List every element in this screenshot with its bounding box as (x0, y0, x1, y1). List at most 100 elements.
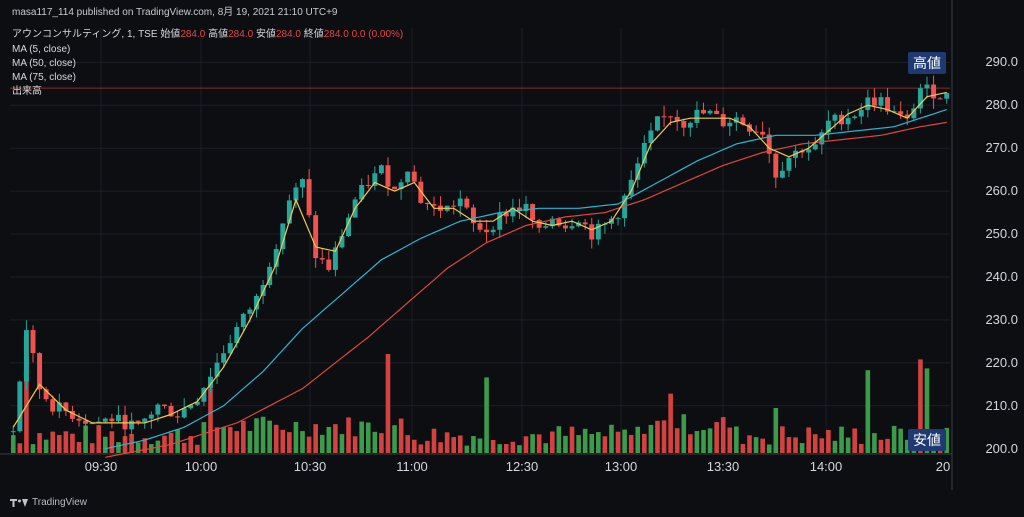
candle-body (510, 207, 516, 217)
legend-ma50[interactable]: MA (50, close) (12, 58, 76, 69)
volume-bar (878, 439, 884, 453)
volume-bar (96, 425, 102, 453)
candle-body (832, 114, 838, 121)
candle-body (418, 181, 424, 203)
ma5-line (12, 91, 947, 428)
volume-bar (30, 444, 36, 453)
candle-body (516, 207, 522, 211)
volume-bar (812, 434, 818, 453)
volume-bar (346, 417, 351, 453)
candle-body (562, 225, 568, 229)
legend-volume[interactable]: 出来高 (12, 86, 42, 97)
legend-ma75[interactable]: MA (75, close) (12, 72, 76, 83)
candle-body (83, 420, 89, 424)
price-tick-label: 260.0 (985, 183, 1018, 199)
candle-body (569, 226, 575, 229)
tradingview-logo-icon (10, 498, 28, 507)
candle-body (924, 84, 930, 89)
volume-bar (365, 422, 371, 453)
candle-body (43, 389, 49, 400)
candle-body (227, 343, 233, 354)
volume-bar (306, 436, 312, 453)
volume-bar (648, 424, 654, 453)
volume-bar (280, 429, 286, 453)
price-tick-label: 280.0 (985, 97, 1018, 113)
volume-bar (734, 426, 739, 453)
volume-bar (484, 377, 489, 453)
time-tick-label: 11:00 (396, 459, 428, 474)
candle-body (326, 259, 332, 270)
volume-bar (694, 431, 700, 453)
volume-bar (464, 445, 470, 453)
candle-body (181, 408, 187, 418)
volume-bar (444, 432, 450, 453)
legend-ohlc: アウンコンサルティング, 1, TSE 始値284.0 高値284.0 安値28… (12, 29, 403, 41)
candle-body (937, 98, 943, 100)
candle-body (122, 414, 128, 430)
candle-body (589, 224, 595, 240)
volume-bar (806, 427, 811, 453)
volume-bar (398, 418, 404, 453)
candle-body (273, 249, 279, 267)
candle-body (372, 173, 378, 186)
candle-body (615, 218, 621, 220)
volume-bar (832, 440, 838, 453)
volume-bar (471, 436, 476, 453)
candle-body (655, 116, 660, 131)
candle-body (530, 203, 536, 220)
volume-bar (543, 443, 549, 453)
candle-body (845, 118, 851, 125)
low-tag: 安値 (908, 429, 946, 451)
candle-body (786, 157, 792, 171)
candle-body (424, 202, 430, 205)
candle-body (155, 404, 161, 415)
footer-brand[interactable]: TradingView (10, 497, 87, 508)
legend-ma5[interactable]: MA (5, close) (12, 44, 71, 55)
volume-bar (924, 368, 930, 453)
volume-bar (63, 431, 69, 453)
candle-body (648, 130, 654, 143)
volume-bar (523, 436, 529, 453)
volume-bar (596, 432, 601, 453)
volume-bar (720, 417, 726, 453)
candle-body (727, 122, 733, 127)
volume-bar (858, 443, 864, 453)
volume-bar (10, 435, 16, 453)
candle-body (109, 418, 115, 422)
volume-bar (609, 424, 614, 453)
price-tick-label: 290.0 (985, 54, 1018, 70)
time-tick-label: 14:00 (809, 459, 843, 474)
ohlc-open-label: 始値 (160, 29, 181, 40)
candle-body (944, 92, 950, 99)
volume-bar (109, 431, 115, 453)
candle-body (668, 116, 674, 118)
volume-bar (944, 427, 950, 453)
volume-bar (845, 437, 851, 453)
candle-body (319, 258, 325, 260)
candle-body (23, 330, 29, 382)
volume-bar (457, 435, 463, 453)
candle-body (293, 187, 299, 201)
volume-bar (89, 443, 95, 453)
candle-body (385, 165, 391, 187)
candle-body (484, 229, 490, 233)
volume-bar (339, 434, 345, 453)
candle-body (595, 223, 601, 240)
ma50-line (105, 109, 947, 450)
candle-body (556, 218, 562, 226)
volume-bar (773, 408, 779, 453)
candle-body (254, 295, 259, 310)
volume-bar (681, 414, 687, 453)
volume-bar (418, 444, 424, 453)
volume-bar (83, 425, 88, 453)
volume-bar (786, 437, 792, 453)
candle-body (214, 362, 220, 377)
volume-bar (221, 427, 226, 453)
price-tick-label: 220.0 (985, 354, 1018, 370)
candle-body (701, 109, 706, 114)
candle-body (819, 132, 825, 145)
ohlc-high-label: 高値 (208, 29, 229, 40)
candle-body (661, 116, 667, 118)
